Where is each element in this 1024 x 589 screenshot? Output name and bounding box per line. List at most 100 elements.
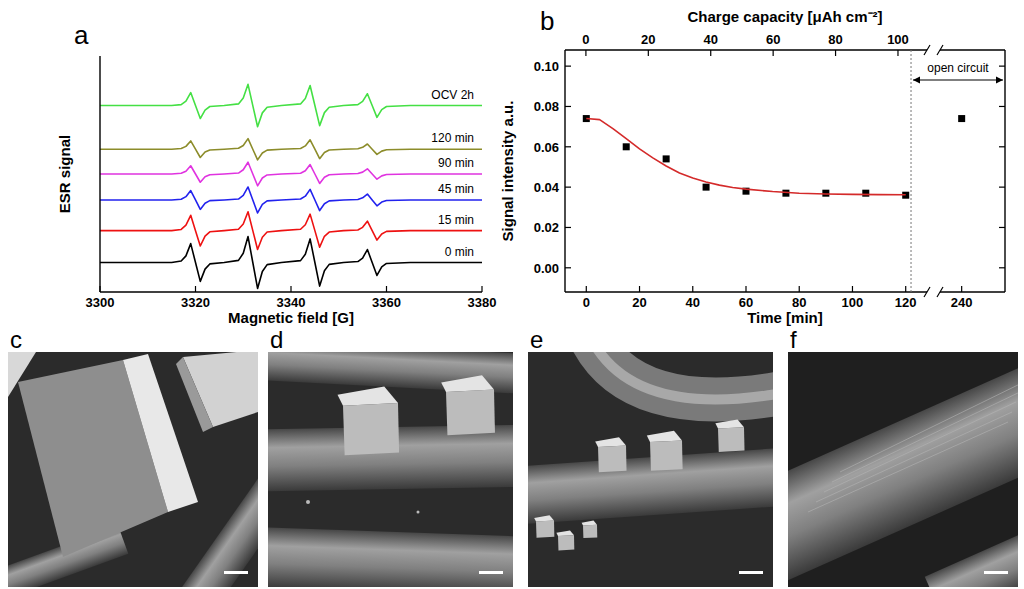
x2-tick	[897, 50, 898, 56]
annotation: open circuit	[927, 61, 989, 75]
sem-crystal	[582, 521, 597, 526]
axis-break	[924, 287, 930, 297]
y-tick-label: 0.10	[534, 59, 559, 74]
arrow-head	[913, 77, 920, 84]
panel-label: e	[530, 326, 543, 353]
x2-tick-label: 20	[641, 32, 655, 47]
x-tick-label: 3360	[372, 295, 401, 310]
x-axis-title: Time [min]	[747, 309, 823, 326]
plot-area-a	[100, 84, 482, 288]
open-circuit-arrow	[913, 79, 1003, 80]
series-line	[100, 139, 482, 160]
x2-tick	[648, 50, 649, 56]
x-tick	[799, 286, 800, 292]
x-tick-label: 3300	[86, 295, 115, 310]
sem-crystal	[534, 515, 554, 521]
figure: 0 min15 min45 min90 min120 minOCV 2h3300…	[0, 0, 1024, 589]
sem-fiber	[268, 527, 513, 587]
x2-axis	[565, 49, 927, 50]
sem-image	[788, 352, 1018, 587]
y-axis	[564, 50, 565, 292]
open-circuit-line	[911, 50, 912, 292]
sem-image	[8, 352, 258, 587]
sem-crystal	[650, 440, 683, 470]
sem-particle	[306, 500, 310, 504]
x2-axis-title: Charge capacity [μAh cm⁻²]	[687, 8, 882, 25]
trace-label: 120 min	[431, 131, 474, 145]
x-tick	[99, 286, 100, 292]
sem-crystal	[536, 521, 554, 538]
data-point	[958, 115, 965, 122]
x-tick-label: 3340	[277, 295, 306, 310]
x-tick	[639, 286, 640, 292]
x-tick	[745, 286, 746, 292]
x2-tick-label: 0	[582, 32, 589, 47]
sem-crystal	[715, 419, 744, 428]
y-axis-title: ESR signal	[56, 135, 73, 213]
y-tick	[565, 66, 571, 67]
sem-particle	[417, 511, 420, 514]
panel-label: b	[540, 6, 554, 36]
sem-fiber	[268, 352, 513, 395]
y-tick	[565, 187, 571, 188]
axis-break	[924, 45, 930, 55]
series-line	[100, 237, 482, 289]
data-point	[663, 155, 670, 162]
sem-streak	[832, 392, 1018, 482]
trace-label: OCV 2h	[431, 88, 474, 102]
x2-tick-label: 40	[704, 32, 718, 47]
plot-area-b	[583, 115, 909, 199]
x-tick-label: 40	[686, 295, 700, 310]
x2-tick-label: 100	[887, 32, 909, 47]
plot-area-b-open-circuit	[958, 115, 965, 122]
sem-streak	[824, 402, 1016, 492]
x-tick	[852, 286, 853, 292]
x2-tick	[585, 50, 586, 56]
x2-tick	[710, 50, 711, 56]
x-tick	[290, 286, 291, 292]
y-tick-label: 0.06	[534, 140, 559, 155]
x-tick-label: 3380	[468, 295, 497, 310]
sem-fiber-highlight	[588, 352, 773, 400]
data-point	[862, 190, 869, 197]
scale-bar	[479, 571, 503, 574]
sem-crystal	[583, 525, 597, 538]
y-axis	[99, 56, 100, 292]
sem-crystal	[558, 535, 574, 550]
sem-fiber	[588, 352, 773, 400]
x2-tick	[773, 50, 774, 56]
sem-crystal	[595, 437, 626, 447]
axis-break	[937, 45, 943, 55]
scale-bar	[739, 571, 763, 574]
x-tick-label: 60	[739, 295, 753, 310]
sem-crystal	[647, 431, 682, 442]
series-line	[100, 187, 482, 213]
y-tick	[999, 227, 1005, 228]
y-tick	[565, 146, 571, 147]
y-axis-title: Signal intensity a.u.	[499, 101, 516, 242]
y-tick-label: 0.08	[534, 99, 559, 114]
y-tick	[999, 146, 1005, 147]
axis-break	[937, 287, 943, 297]
panel-label: c	[10, 326, 22, 353]
sem-crystal	[343, 403, 399, 455]
x-tick	[905, 286, 906, 292]
y-tick	[999, 106, 1005, 107]
panel-label: f	[790, 326, 797, 353]
arrow-head	[996, 77, 1003, 84]
scale-bar	[984, 571, 1008, 574]
x-tick	[586, 286, 587, 292]
sem-crystal	[598, 446, 627, 473]
x-tick	[195, 286, 196, 292]
panel-label: d	[270, 326, 283, 353]
sem-crystal	[441, 375, 494, 392]
series-line	[586, 119, 905, 195]
x2-tick-label: 80	[828, 32, 842, 47]
sem-fiber	[925, 512, 1018, 587]
sem-crystal	[338, 387, 399, 406]
sem-image	[268, 352, 513, 587]
x-axis	[940, 291, 1005, 292]
x2-tick-label: 60	[766, 32, 780, 47]
sem-fiber	[528, 447, 773, 525]
x-tick	[386, 286, 387, 292]
